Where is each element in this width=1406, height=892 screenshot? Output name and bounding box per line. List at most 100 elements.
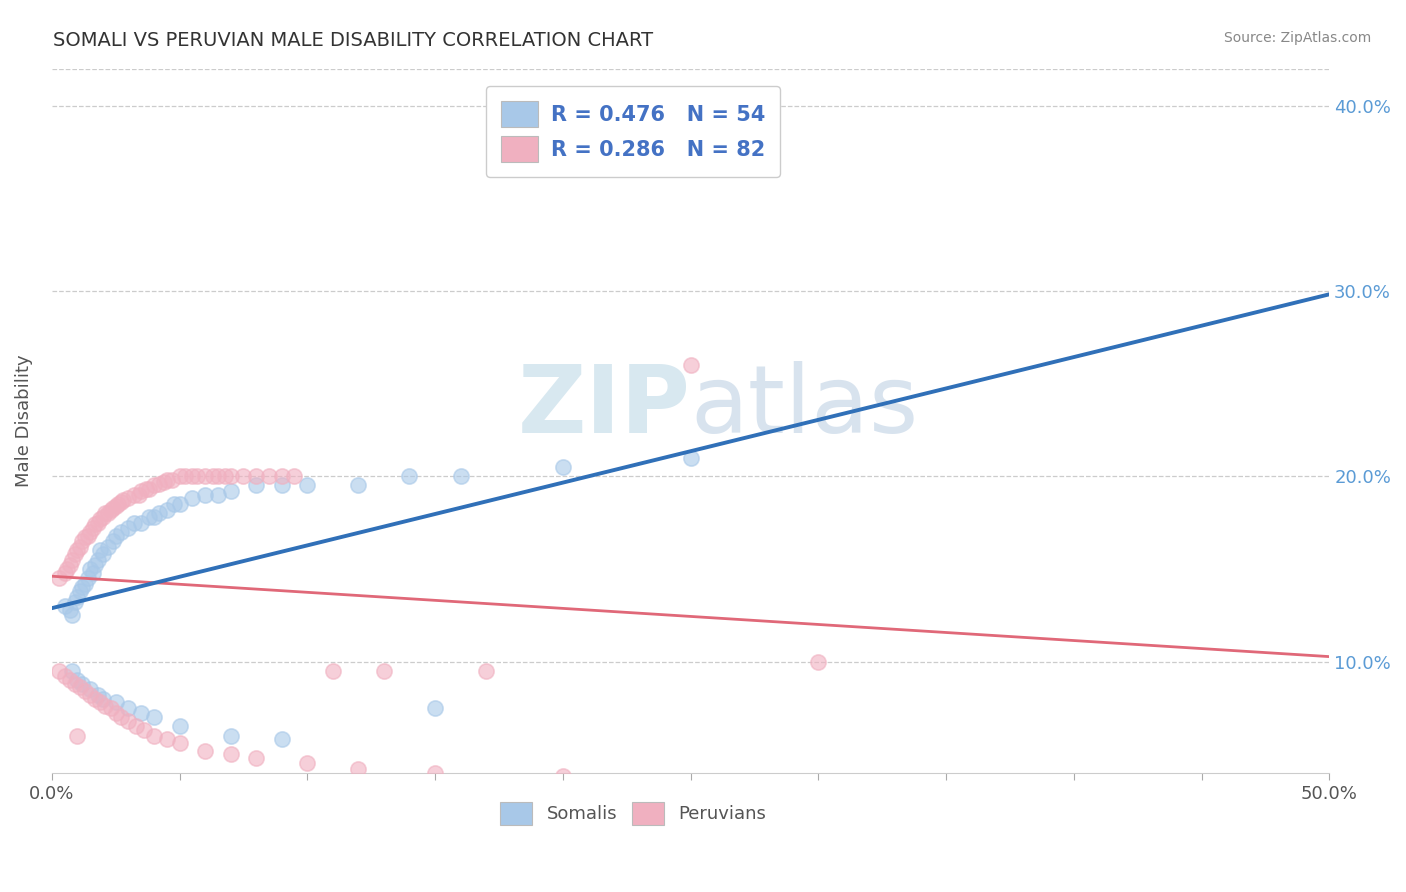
Point: [128, 488, 150, 502]
Point: [423, 701, 446, 715]
Point: [245, 469, 267, 483]
Point: [117, 714, 139, 728]
Point: [84, 558, 107, 573]
Point: [122, 488, 145, 502]
Point: [194, 469, 217, 483]
Point: [53, 599, 76, 613]
Point: [48, 664, 70, 678]
Point: [69, 584, 91, 599]
Point: [59, 673, 82, 687]
Point: [87, 516, 110, 530]
Point: [82, 566, 104, 580]
Point: [129, 484, 152, 499]
Point: [101, 500, 124, 515]
Point: [91, 547, 114, 561]
Point: [104, 499, 127, 513]
Point: [181, 491, 204, 506]
Point: [423, 765, 446, 780]
Point: [60, 664, 83, 678]
Point: [347, 762, 370, 776]
Point: [129, 516, 152, 530]
Point: [79, 562, 101, 576]
Point: [148, 476, 170, 491]
Point: [450, 469, 472, 483]
Point: [270, 478, 292, 492]
Point: [135, 482, 157, 496]
Point: [219, 469, 242, 483]
Point: [59, 558, 82, 573]
Point: [66, 673, 89, 687]
Point: [551, 460, 574, 475]
Point: [186, 469, 208, 483]
Point: [138, 510, 160, 524]
Point: [173, 469, 195, 483]
Point: [475, 664, 498, 678]
Point: [100, 502, 122, 516]
Point: [112, 493, 135, 508]
Point: [100, 701, 122, 715]
Point: [169, 719, 191, 733]
Point: [97, 506, 120, 520]
Point: [142, 510, 165, 524]
Point: [72, 677, 94, 691]
Point: [142, 710, 165, 724]
Point: [679, 450, 702, 465]
Point: [117, 521, 139, 535]
Point: [207, 469, 229, 483]
Point: [73, 684, 96, 698]
Point: [219, 484, 242, 499]
Point: [89, 512, 111, 526]
Point: [807, 655, 830, 669]
Point: [297, 756, 319, 771]
Point: [219, 747, 242, 762]
Point: [181, 469, 204, 483]
Point: [132, 723, 155, 738]
Point: [60, 608, 83, 623]
Point: [117, 701, 139, 715]
Text: atlas: atlas: [690, 360, 918, 452]
Legend: Somalis, Peruvians: Somalis, Peruvians: [491, 793, 776, 834]
Point: [76, 571, 98, 585]
Point: [79, 688, 101, 702]
Point: [347, 478, 370, 492]
Point: [66, 590, 89, 604]
Point: [110, 524, 132, 539]
Point: [87, 688, 110, 702]
Point: [148, 506, 170, 520]
Point: [91, 510, 114, 524]
Text: ZIP: ZIP: [517, 360, 690, 452]
Point: [110, 495, 132, 509]
Point: [101, 534, 124, 549]
Point: [207, 488, 229, 502]
Point: [129, 706, 152, 721]
Point: [53, 566, 76, 580]
Point: [84, 517, 107, 532]
Point: [104, 528, 127, 542]
Point: [125, 719, 148, 733]
Point: [76, 528, 98, 542]
Point: [104, 706, 127, 721]
Point: [117, 491, 139, 506]
Point: [160, 473, 183, 487]
Point: [72, 581, 94, 595]
Point: [104, 695, 127, 709]
Point: [63, 595, 86, 609]
Point: [142, 478, 165, 492]
Point: [89, 695, 111, 709]
Text: SOMALI VS PERUVIAN MALE DISABILITY CORRELATION CHART: SOMALI VS PERUVIAN MALE DISABILITY CORRE…: [53, 31, 654, 50]
Text: Source: ZipAtlas.com: Source: ZipAtlas.com: [1223, 31, 1371, 45]
Point: [69, 540, 91, 554]
Point: [73, 530, 96, 544]
Point: [138, 482, 160, 496]
Point: [194, 743, 217, 757]
Point: [63, 677, 86, 691]
Point: [79, 682, 101, 697]
Point: [94, 699, 117, 714]
Point: [153, 475, 176, 489]
Point: [270, 469, 292, 483]
Point: [73, 576, 96, 591]
Point: [169, 736, 191, 750]
Point: [322, 664, 344, 678]
Y-axis label: Male Disability: Male Disability: [15, 354, 32, 487]
Point: [110, 710, 132, 724]
